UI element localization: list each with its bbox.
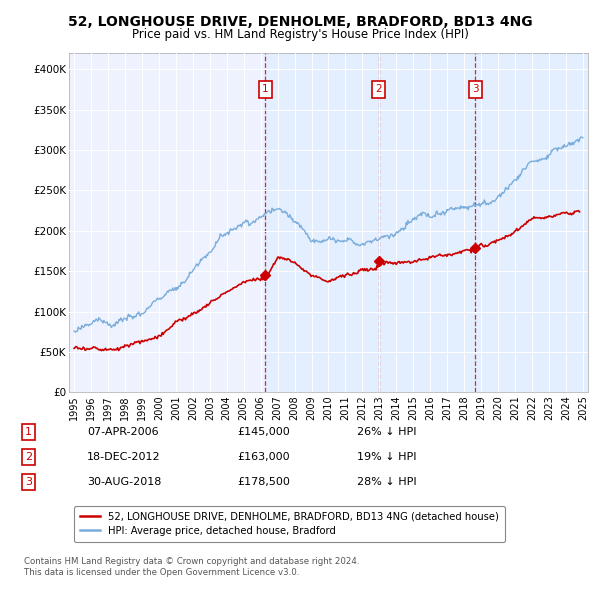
Text: 19% ↓ HPI: 19% ↓ HPI bbox=[357, 453, 416, 462]
Text: 2: 2 bbox=[25, 453, 32, 462]
Text: 1: 1 bbox=[262, 84, 269, 94]
Text: 52, LONGHOUSE DRIVE, DENHOLME, BRADFORD, BD13 4NG: 52, LONGHOUSE DRIVE, DENHOLME, BRADFORD,… bbox=[68, 15, 532, 29]
Text: £163,000: £163,000 bbox=[237, 453, 290, 462]
Text: 1: 1 bbox=[25, 427, 32, 437]
Legend: 52, LONGHOUSE DRIVE, DENHOLME, BRADFORD, BD13 4NG (detached house), HPI: Average: 52, LONGHOUSE DRIVE, DENHOLME, BRADFORD,… bbox=[74, 506, 505, 542]
Bar bbox=[475, 53, 588, 392]
Text: 28% ↓ HPI: 28% ↓ HPI bbox=[357, 477, 416, 487]
Text: 2: 2 bbox=[376, 84, 382, 94]
Text: 3: 3 bbox=[472, 84, 479, 94]
Bar bbox=[379, 53, 475, 392]
Text: Price paid vs. HM Land Registry's House Price Index (HPI): Price paid vs. HM Land Registry's House … bbox=[131, 28, 469, 41]
Bar bbox=[265, 53, 379, 392]
Text: £145,000: £145,000 bbox=[237, 427, 290, 437]
Text: 07-APR-2006: 07-APR-2006 bbox=[87, 427, 158, 437]
Text: 30-AUG-2018: 30-AUG-2018 bbox=[87, 477, 161, 487]
Text: £178,500: £178,500 bbox=[237, 477, 290, 487]
Text: 26% ↓ HPI: 26% ↓ HPI bbox=[357, 427, 416, 437]
Text: Contains HM Land Registry data © Crown copyright and database right 2024.: Contains HM Land Registry data © Crown c… bbox=[24, 558, 359, 566]
Text: 18-DEC-2012: 18-DEC-2012 bbox=[87, 453, 161, 462]
Text: This data is licensed under the Open Government Licence v3.0.: This data is licensed under the Open Gov… bbox=[24, 568, 299, 577]
Text: 3: 3 bbox=[25, 477, 32, 487]
